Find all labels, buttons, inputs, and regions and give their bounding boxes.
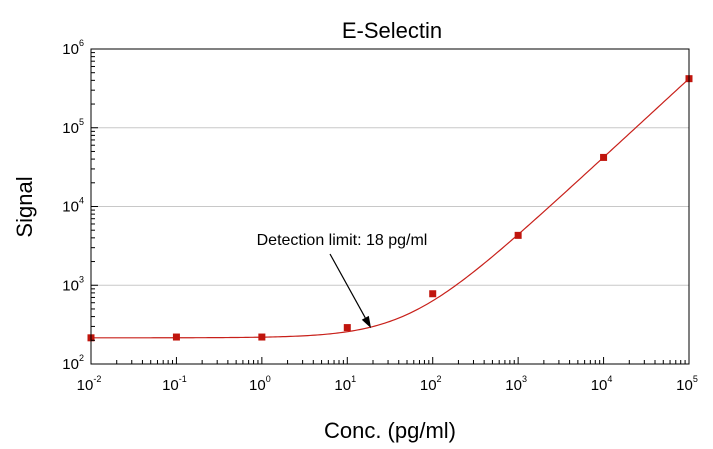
x-tick-label: 101 [334, 374, 356, 394]
x-tick-label: 10-1 [162, 374, 187, 394]
x-tick-label: 103 [505, 374, 527, 394]
annotation-arrow-head [361, 315, 372, 329]
annotation-group: Detection limit: 18 pg/ml [257, 232, 428, 329]
x-tick-label: 104 [591, 374, 613, 394]
x-tick-label: 105 [676, 374, 698, 394]
data-point [429, 290, 437, 298]
data-point [172, 333, 180, 341]
chart-title: E-Selectin [342, 18, 442, 43]
y-tick-label: 106 [62, 38, 84, 58]
y-tick-labels: 102 103 104 105 106 [62, 38, 84, 373]
annotation-arrow-line [329, 253, 366, 319]
data-point [514, 231, 522, 239]
data-point [343, 324, 351, 332]
y-tick-label: 102 [62, 353, 84, 373]
x-tick-labels: 10-2 10-1 100 101 102 103 104 105 [77, 374, 698, 394]
x-tick-label: 10-2 [77, 374, 102, 394]
x-tick-label: 100 [249, 374, 271, 394]
fit-curve-layer [91, 78, 690, 339]
fit-curve [91, 78, 690, 339]
detection-limit-annotation: Detection limit: 18 pg/ml [257, 232, 428, 249]
y-tick-label: 104 [62, 196, 84, 216]
data-point [600, 153, 608, 161]
grid-lines [91, 127, 689, 286]
axis-ticks [90, 48, 690, 365]
x-tick-label: 102 [420, 374, 442, 394]
y-tick-label: 105 [62, 117, 84, 137]
data-point [258, 333, 266, 341]
data-points [87, 75, 693, 342]
y-tick-label: 103 [62, 274, 84, 294]
y-axis-label: Signal [12, 176, 37, 237]
x-axis-label: Conc. (pg/ml) [324, 418, 456, 443]
